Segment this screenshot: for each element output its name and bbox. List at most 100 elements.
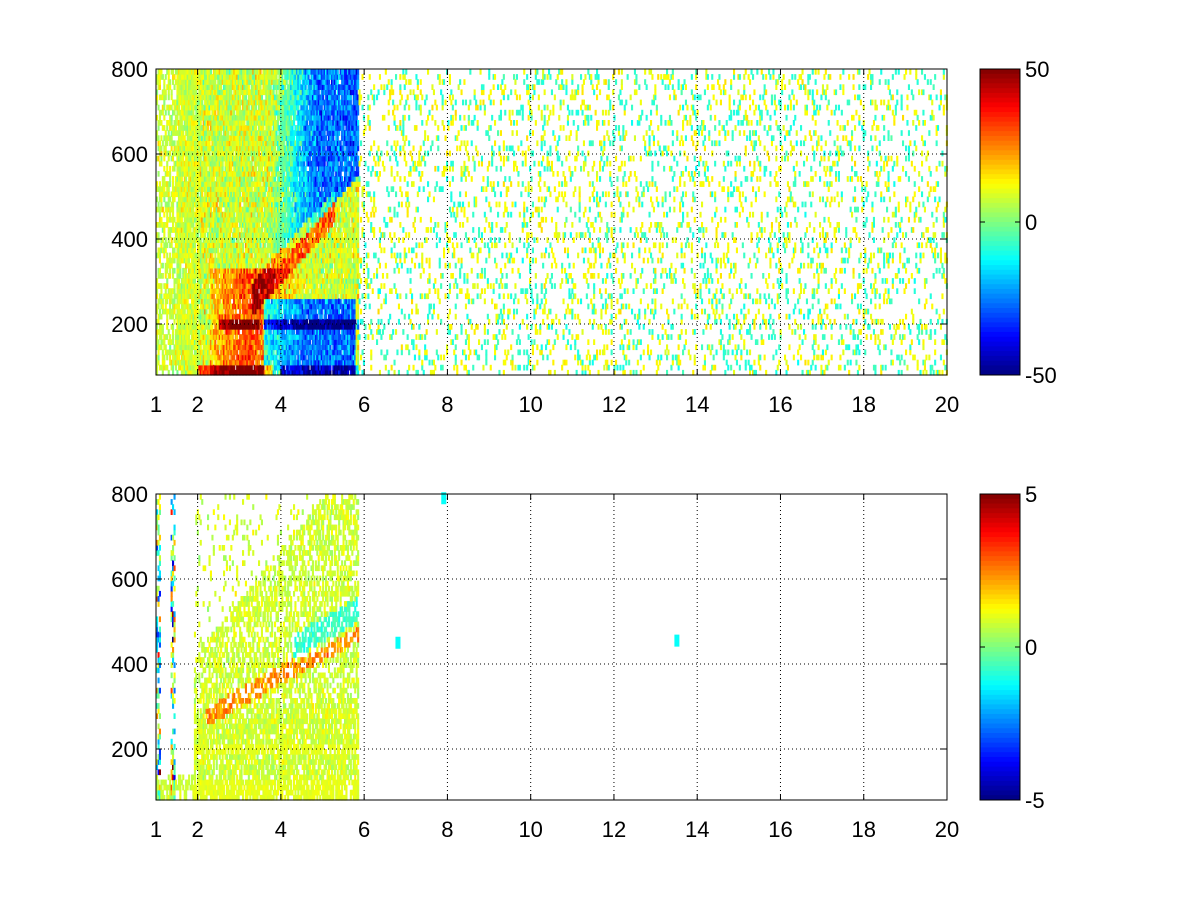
heatmap-cell	[214, 273, 217, 279]
heatmap-cell	[260, 211, 263, 218]
heatmap-cell	[244, 125, 247, 131]
heatmap-cell	[156, 89, 159, 96]
heatmap-cell	[196, 145, 199, 152]
heatmap-cell	[243, 206, 246, 213]
heatmap-cell	[236, 324, 239, 330]
heatmap-cell	[276, 104, 279, 111]
heatmap-cell	[192, 324, 195, 330]
heatmap-cell	[258, 130, 261, 136]
heatmap-cell	[237, 227, 240, 233]
heatmap-cell	[183, 369, 186, 376]
heatmap-cell	[282, 339, 285, 345]
heatmap-cell	[196, 99, 199, 106]
heatmap-cell	[209, 298, 212, 305]
heatmap-cell	[207, 145, 210, 152]
heatmap-cell	[271, 135, 274, 141]
heatmap-cell	[186, 339, 189, 345]
heatmap-cell	[288, 140, 291, 147]
heatmap-cell	[281, 125, 284, 131]
heatmap-cell	[259, 130, 262, 136]
heatmap-cell	[262, 232, 265, 238]
heatmap-cell	[185, 313, 188, 320]
heatmap-cell	[170, 298, 173, 305]
heatmap-cell	[246, 364, 249, 371]
heatmap-cell	[281, 109, 284, 116]
heatmap-cell	[246, 344, 249, 351]
heatmap-cell	[166, 222, 169, 228]
heatmap-cell	[242, 349, 245, 356]
heatmap-cell	[225, 135, 228, 141]
heatmap-cell	[268, 181, 271, 187]
heatmap-cell	[255, 242, 258, 249]
heatmap-cell	[265, 104, 268, 111]
heatmap-cell	[180, 313, 183, 320]
heatmap-cell	[201, 191, 204, 198]
heatmap-cell	[237, 145, 240, 152]
heatmap-cell	[156, 186, 159, 192]
heatmap-cell	[176, 308, 179, 315]
heatmap-cell	[221, 201, 224, 208]
heatmap-cell	[209, 89, 212, 96]
heatmap-cell	[230, 206, 233, 213]
heatmap-cell	[275, 74, 278, 80]
heatmap-cell	[240, 120, 243, 126]
heatmap-cell	[196, 329, 199, 335]
heatmap-cell	[271, 130, 274, 136]
heatmap-cell	[253, 120, 256, 126]
heatmap-cell	[166, 135, 169, 141]
heatmap-cell	[242, 160, 245, 167]
heatmap-cell	[201, 308, 204, 315]
heatmap-cell	[209, 94, 212, 101]
heatmap-cell	[157, 298, 160, 305]
heatmap-cell	[249, 334, 252, 340]
heatmap-cell	[177, 216, 180, 223]
heatmap-cell	[207, 313, 210, 320]
heatmap-cell	[218, 252, 221, 259]
heatmap-cell	[224, 211, 227, 218]
heatmap-cell	[227, 262, 230, 269]
heatmap-cell	[223, 135, 226, 141]
heatmap-cell	[179, 222, 182, 228]
heatmap-cell	[281, 257, 284, 264]
heatmap-cell	[258, 140, 261, 147]
heatmap-cell	[268, 160, 271, 167]
heatmap-cell	[218, 216, 221, 223]
heatmap-cell	[252, 339, 255, 345]
heatmap-cell	[198, 69, 201, 75]
heatmap-cell	[207, 278, 210, 284]
heatmap-cell	[228, 293, 231, 300]
heatmap-cell	[247, 191, 250, 198]
heatmap-cell	[182, 349, 185, 356]
heatmap-cell	[276, 283, 279, 289]
heatmap-cell	[233, 104, 236, 111]
heatmap-cell	[260, 114, 263, 121]
heatmap-cell	[221, 171, 224, 177]
heatmap-cell	[279, 308, 282, 315]
heatmap-cell	[282, 120, 285, 126]
heatmap-cell	[202, 339, 205, 345]
heatmap-cell	[182, 140, 185, 147]
heatmap-cell	[183, 99, 186, 106]
heatmap-cell	[172, 313, 175, 320]
heatmap-cell	[193, 191, 196, 198]
heatmap-cell	[192, 201, 195, 208]
heatmap-cell	[174, 252, 177, 259]
heatmap-cell	[234, 206, 237, 213]
heatmap-cell	[205, 339, 208, 345]
heatmap-cell	[204, 303, 207, 310]
heatmap-cell	[201, 329, 204, 335]
heatmap-cell	[230, 364, 233, 371]
heatmap-cell	[186, 303, 189, 310]
heatmap-cell	[249, 283, 252, 289]
heatmap-cell	[209, 273, 212, 279]
heatmap-cell	[290, 278, 293, 284]
heatmap-cell	[196, 324, 199, 330]
heatmap-cell	[249, 247, 252, 254]
heatmap-cell	[239, 160, 242, 167]
heatmap-cell	[195, 94, 198, 101]
heatmap-cell	[239, 247, 242, 254]
heatmap-cell	[247, 125, 250, 131]
heatmap-cell	[224, 181, 227, 187]
heatmap-cell	[228, 242, 231, 249]
heatmap-cell	[258, 196, 261, 203]
